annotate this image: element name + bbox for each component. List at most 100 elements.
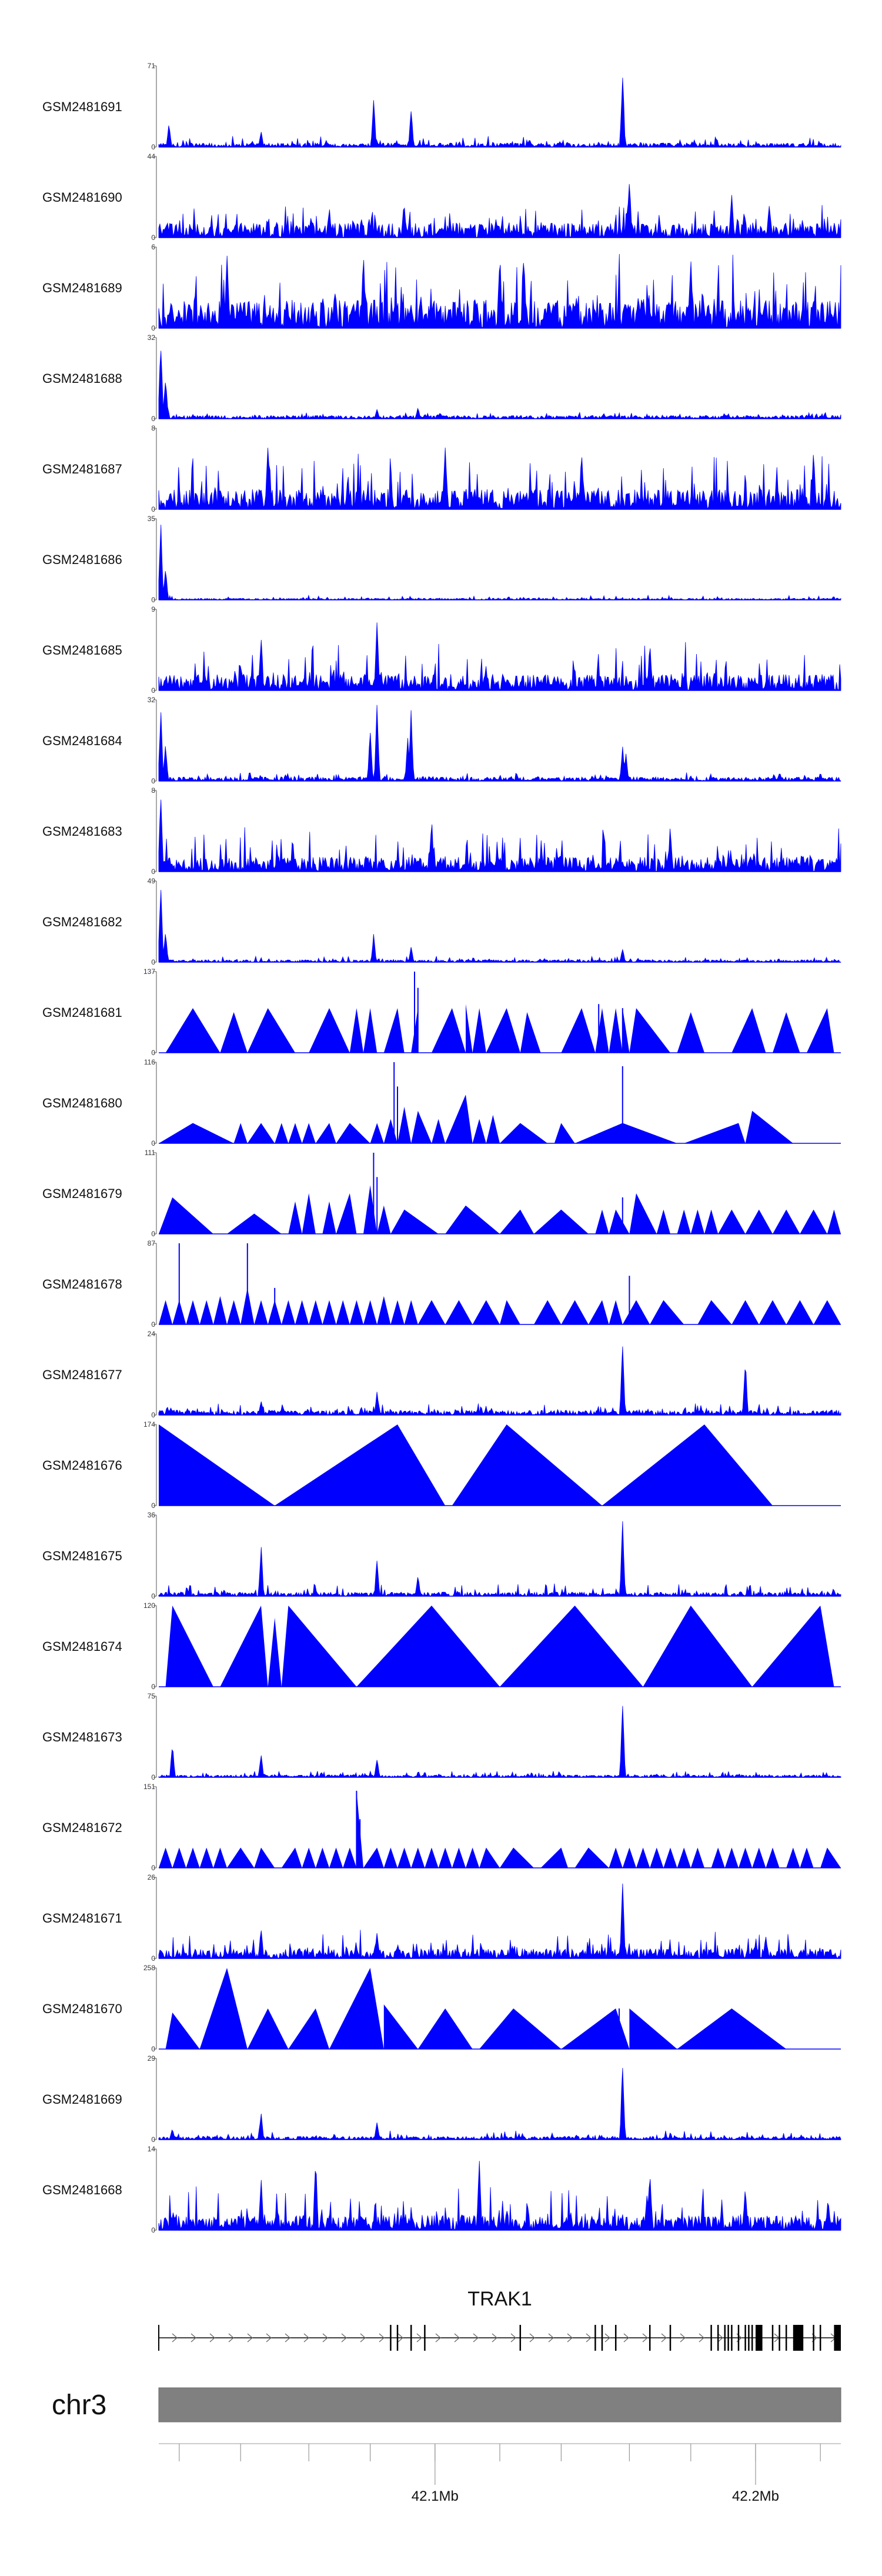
y-axis-max-label: 258: [143, 1964, 155, 1972]
coverage-block: [677, 2008, 787, 2049]
y-axis-min-label: 0: [151, 1592, 155, 1600]
coverage-block: [349, 1008, 363, 1053]
coverage-block: [159, 1424, 275, 1506]
coverage-block: [643, 1606, 753, 1687]
coverage-block: [574, 1123, 677, 1143]
y-axis-max-label: 35: [148, 515, 156, 523]
track-GSM2481679: GSM2481679 111 0: [42, 1149, 841, 1238]
gene-exon-coding: [756, 2325, 763, 2351]
y-axis-min-label: 0: [151, 867, 155, 876]
coverage-area: [158, 1346, 841, 1416]
coverage-block: [739, 1847, 753, 1868]
y-axis-max-label: 111: [145, 1149, 156, 1157]
track-GSM2481690: GSM2481690 44 0: [42, 152, 841, 242]
y-axis-min-label: 0: [151, 1411, 155, 1419]
strand-arrow-icon: [699, 2333, 704, 2343]
y-axis-min-label: 0: [151, 686, 155, 695]
track-label: GSM2481690: [42, 190, 122, 205]
track-label: GSM2481679: [42, 1186, 122, 1201]
coverage-block: [199, 1968, 248, 2049]
track-label: GSM2481681: [42, 1005, 122, 1020]
coverage-block: [172, 1847, 186, 1868]
coverage-block: [609, 1008, 623, 1053]
coverage-block: [718, 1209, 746, 1234]
track-GSM2481675: GSM2481675 36 0: [42, 1511, 841, 1600]
strand-arrow-icon: [209, 2333, 215, 2343]
coverage-block: [629, 1008, 670, 1053]
coverage-block: [227, 1300, 241, 1324]
coverage-block: [711, 1847, 725, 1868]
track-label: GSM2481680: [42, 1096, 122, 1110]
strand-arrow-icon: [435, 2333, 441, 2343]
coverage-block: [288, 1201, 302, 1234]
coverage-block: [479, 2008, 562, 2049]
coverage-area: [158, 351, 841, 420]
y-axis-max-label: 116: [144, 1058, 155, 1066]
coverage-block: [697, 1300, 732, 1324]
coverage-block: [322, 1201, 336, 1234]
coverage-area: [158, 2161, 841, 2231]
coverage-block: [377, 1205, 391, 1234]
coverage-block: [609, 1300, 623, 1324]
coverage-block: [383, 1847, 397, 1868]
coverage-block: [820, 1847, 841, 1868]
strand-arrow-icon: [247, 2333, 253, 2343]
y-axis-max-label: 32: [148, 696, 156, 704]
coverage-block: [500, 1123, 548, 1143]
coverage-block: [213, 1847, 227, 1868]
y-axis-max-label: 24: [148, 1330, 156, 1338]
y-axis-max-label: 49: [148, 877, 156, 885]
y-axis-min-label: 0: [151, 2226, 155, 2234]
strand-arrow-icon: [548, 2333, 554, 2343]
coverage-block: [786, 1847, 800, 1868]
coverage-block: [302, 1847, 316, 1868]
track-GSM2481668: GSM2481668 14 0: [42, 2145, 841, 2234]
track-label: GSM2481683: [42, 824, 122, 839]
y-axis-max-label: 87: [148, 1239, 156, 1247]
coverage-block: [254, 1847, 275, 1868]
coverage-block: [690, 1209, 704, 1234]
coverage-block: [432, 1119, 446, 1143]
track-GSM2481687: GSM2481687 8 0: [42, 424, 841, 513]
coverage-block: [390, 1300, 405, 1324]
coverage-block: [813, 1300, 841, 1324]
coverage-block: [281, 1300, 295, 1324]
coverage-block: [466, 1004, 473, 1053]
strand-arrow-icon: [604, 2333, 610, 2343]
coverage-block: [622, 1008, 630, 1053]
strand-arrow-icon: [473, 2333, 479, 2343]
track-label: GSM2481676: [42, 1458, 122, 1473]
track-label: GSM2481669: [42, 2092, 122, 2107]
track-GSM2481688: GSM2481688 32 0: [42, 333, 841, 423]
track-label: GSM2481668: [42, 2183, 122, 2197]
track-label: GSM2481673: [42, 1730, 122, 1744]
y-axis-min-label: 0: [151, 1049, 155, 1057]
coverage-block: [233, 1123, 248, 1143]
coverage-block: [472, 1119, 486, 1143]
coverage-block: [329, 1968, 384, 2049]
coverage-block: [383, 2004, 418, 2049]
coverage-block: [445, 1095, 473, 1143]
coverage-block: [159, 1197, 213, 1234]
coverage-block: [500, 1300, 520, 1324]
coverage-block: [622, 1300, 650, 1324]
coverage-block: [684, 1123, 746, 1143]
coverage-block: [731, 1300, 759, 1324]
track-label: GSM2481685: [42, 643, 122, 658]
x-tick-label: 42.2Mb: [732, 2488, 779, 2504]
track-GSM2481671: GSM2481671 26 0: [42, 1873, 841, 1963]
y-axis-min-label: 0: [151, 958, 155, 966]
track-GSM2481674: GSM2481674 120 0: [42, 1601, 841, 1691]
coverage-block: [520, 1012, 541, 1053]
coverage-block: [595, 1008, 609, 1053]
coverage-block: [288, 1123, 302, 1143]
coverage-block: [159, 1847, 173, 1868]
coverage-block: [500, 1209, 534, 1234]
coverage-block: [336, 1193, 357, 1234]
strand-arrow-icon: [567, 2333, 573, 2343]
coverage-block: [650, 1847, 664, 1868]
y-axis-min-label: 0: [151, 415, 155, 423]
strand-arrow-icon: [341, 2333, 347, 2343]
coverage-block: [165, 1008, 220, 1053]
coverage-block: [186, 1847, 200, 1868]
